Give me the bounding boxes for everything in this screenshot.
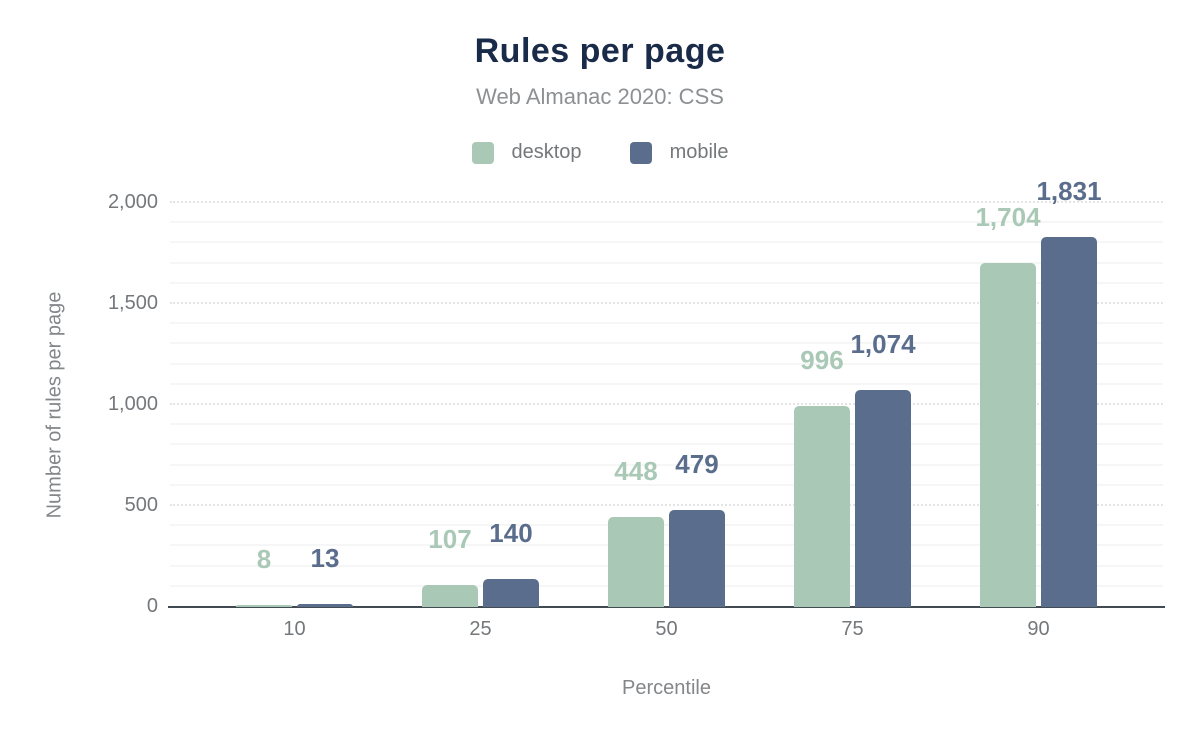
minor-gridline — [170, 463, 1163, 466]
desktop-bar-p50[interactable] — [608, 516, 664, 607]
mobile-value-label: 1,831 — [1036, 176, 1102, 207]
desktop-bar-p10[interactable] — [236, 605, 292, 607]
y-tick-label: 500 — [124, 494, 158, 516]
legend-label-desktop: desktop — [511, 141, 582, 163]
minor-gridline — [170, 281, 1163, 284]
minor-gridline — [170, 342, 1163, 345]
mobile-swatch-icon — [629, 141, 652, 164]
legend: desktop mobile — [0, 141, 1200, 164]
major-gridline — [170, 302, 1163, 304]
chart-subtitle: Web Almanac 2020: CSS — [476, 84, 724, 109]
chart-title: Rules per page — [474, 32, 726, 70]
major-gridline — [170, 504, 1163, 506]
minor-gridline — [170, 322, 1163, 325]
desktop-bar-p90[interactable] — [980, 262, 1036, 607]
minor-gridline — [170, 483, 1163, 486]
desktop-swatch-icon — [471, 141, 494, 164]
minor-gridline — [170, 261, 1163, 264]
desktop-value-label: 448 — [614, 455, 658, 486]
minor-gridline — [170, 382, 1163, 385]
minor-gridline — [170, 564, 1163, 567]
y-tick-label: 2,000 — [107, 191, 158, 213]
minor-gridline — [170, 423, 1163, 426]
desktop-value-label: 107 — [428, 524, 472, 555]
minor-gridline — [170, 544, 1163, 547]
minor-gridline — [170, 584, 1163, 587]
legend-item-mobile: mobile — [629, 141, 729, 164]
mobile-bar-p50[interactable] — [669, 510, 725, 607]
minor-gridline — [170, 221, 1163, 224]
x-tick-label: 75 — [841, 618, 864, 640]
minor-gridline — [170, 443, 1163, 446]
y-tick-label: 1,000 — [107, 393, 158, 415]
major-gridline — [170, 201, 1163, 203]
y-tick-label: 0 — [146, 595, 158, 617]
x-axis-title: Percentile — [622, 677, 711, 699]
desktop-value-label: 1,704 — [975, 201, 1041, 232]
x-tick-label: 10 — [283, 618, 306, 640]
x-tick-label: 90 — [1027, 618, 1050, 640]
x-tick-label: 50 — [655, 618, 678, 640]
legend-item-desktop: desktop — [471, 141, 582, 164]
minor-gridline — [170, 362, 1163, 365]
minor-gridline — [170, 524, 1163, 527]
minor-gridline — [170, 241, 1163, 244]
legend-label-mobile: mobile — [669, 141, 729, 163]
mobile-value-label: 479 — [675, 449, 719, 480]
mobile-bar-p10[interactable] — [297, 604, 353, 607]
y-tick-label: 1,500 — [107, 292, 158, 314]
desktop-bar-p25[interactable] — [422, 585, 478, 607]
plot-area: 8 107 448 996 1,704 13 140 479 1,074 1,831 — [168, 176, 1165, 608]
mobile-bar-p75[interactable] — [855, 390, 911, 607]
mobile-value-label: 140 — [489, 517, 533, 548]
mobile-value-label: 1,074 — [850, 329, 916, 360]
mobile-value-label: 13 — [310, 543, 340, 574]
desktop-bar-p75[interactable] — [794, 405, 850, 607]
x-axis-line — [168, 605, 1165, 608]
desktop-value-label: 996 — [800, 344, 844, 375]
desktop-value-label: 8 — [256, 544, 272, 575]
major-gridline — [170, 403, 1163, 405]
mobile-bar-p90[interactable] — [1041, 237, 1097, 607]
x-tick-label: 25 — [469, 618, 492, 640]
mobile-bar-p25[interactable] — [483, 578, 539, 607]
